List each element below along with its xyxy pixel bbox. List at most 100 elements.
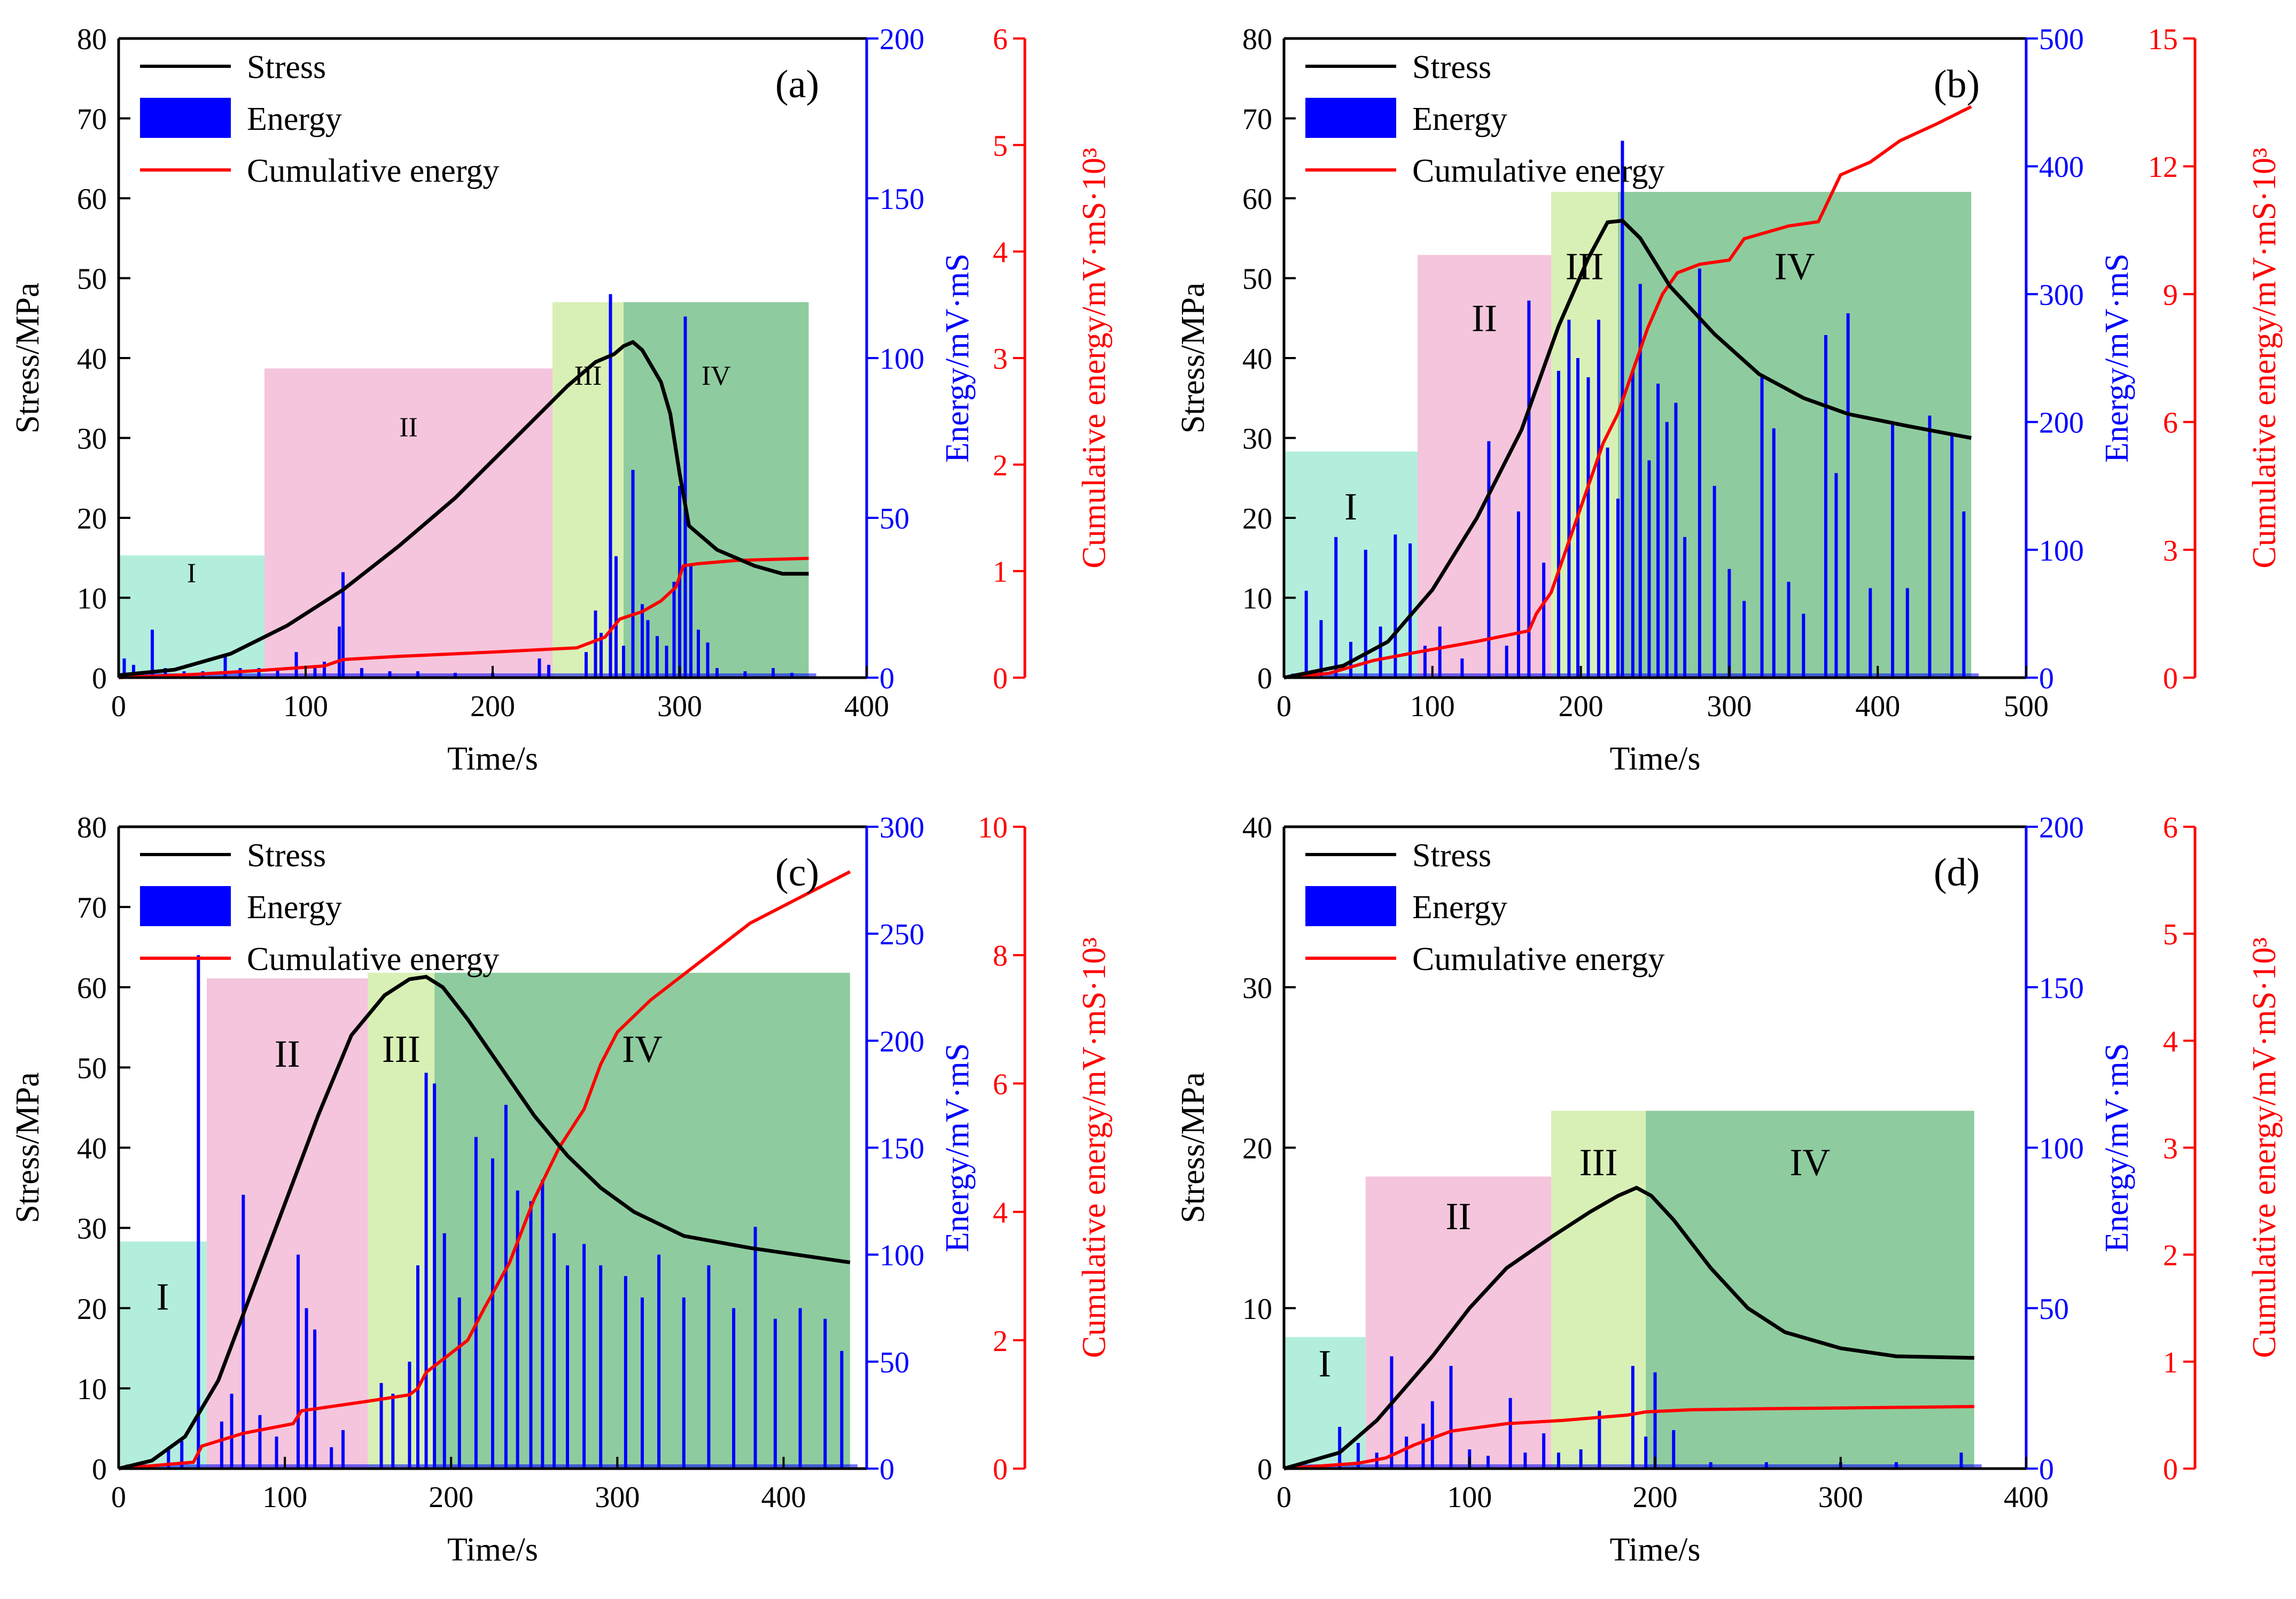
y2-tick-label: 50 — [880, 1346, 909, 1379]
y-tick-label: 40 — [1242, 343, 1272, 376]
stage-label: II — [1445, 1195, 1471, 1238]
panel-label: (b) — [1934, 63, 1980, 106]
legend-label: Stress — [1412, 49, 1491, 86]
y3-tick-label: 2 — [993, 1325, 1008, 1358]
y2-axis-label: Energy/mV·mS — [939, 1043, 976, 1253]
y2-tick-label: 100 — [2039, 1132, 2084, 1166]
y-axis-label: Stress/MPa — [1175, 283, 1211, 433]
y3-tick-label: 5 — [993, 129, 1008, 162]
y3-tick-label: 3 — [2163, 1132, 2178, 1166]
y3-tick-label: 0 — [2163, 662, 2178, 695]
stage-label: II — [1472, 297, 1497, 339]
stage-label: I — [187, 558, 196, 589]
x-tick-label: 400 — [844, 690, 889, 723]
legend-swatch-energy — [140, 886, 231, 926]
y3-tick-label: 6 — [993, 1068, 1008, 1101]
x-tick-label: 400 — [761, 1481, 806, 1514]
stage-region-IV — [624, 302, 809, 678]
y3-tick-label: 4 — [993, 236, 1008, 269]
y-axis-label: Stress/MPa — [10, 283, 46, 433]
y2-tick-label: 0 — [2039, 1453, 2054, 1486]
y2-tick-label: 400 — [2039, 151, 2084, 184]
chart-panel-3: III III IV0 100 200 300 4000102030405060708005… — [10, 811, 1112, 1568]
y3-tick-label: 0 — [993, 1453, 1008, 1486]
y-tick-label: 10 — [77, 1373, 107, 1406]
y-tick-label: 80 — [77, 23, 107, 56]
stage-label: IV — [622, 1028, 663, 1070]
energy-baseline — [1291, 1464, 1982, 1469]
y3-tick-label: 10 — [978, 811, 1008, 844]
y2-axis-label: Energy/mV·mS — [939, 253, 976, 463]
panel-label: (a) — [775, 63, 819, 106]
y3-tick-label: 6 — [2163, 407, 2178, 440]
y3-tick-label: 2 — [993, 449, 1008, 482]
y3-tick-label: 9 — [2163, 278, 2178, 312]
y2-tick-label: 100 — [880, 1239, 924, 1272]
cumulative-energy-line — [118, 556, 809, 679]
legend-label: Energy — [247, 889, 342, 926]
stage-label: I — [156, 1276, 169, 1318]
x-tick-label: 100 — [262, 1481, 307, 1514]
stage-label: IV — [702, 361, 731, 391]
y3-tick-label: 12 — [2148, 151, 2178, 184]
y3-axis-label: Cumulative energy/mV·mS·10³ — [1076, 937, 1112, 1358]
y-tick-label: 10 — [77, 583, 107, 616]
stage-label: II — [399, 413, 418, 443]
stage-label: IV — [1789, 1141, 1830, 1184]
x-tick-label: 100 — [1447, 1481, 1492, 1514]
energy-baseline — [126, 673, 816, 678]
y-tick-label: 60 — [1242, 183, 1272, 216]
stage-region-I — [119, 555, 264, 678]
energy-baseline — [126, 1464, 858, 1469]
x-tick-label: 200 — [1633, 1481, 1678, 1514]
cumulative-energy-line — [118, 870, 851, 1470]
y-tick-label: 0 — [92, 662, 107, 695]
legend-label: Cumulative energy — [1412, 153, 1664, 189]
y3-tick-label: 1 — [2163, 1346, 2178, 1379]
y-tick-label: 50 — [1242, 263, 1272, 296]
legend-swatch-energy — [1305, 886, 1396, 926]
y-tick-label: 50 — [77, 1052, 107, 1085]
x-tick-label: 100 — [283, 690, 328, 723]
stage-label: III — [1579, 1141, 1618, 1184]
y2-tick-label: 200 — [2039, 407, 2084, 440]
x-tick-label: 400 — [2004, 1481, 2049, 1514]
y2-tick-label: 150 — [2039, 972, 2084, 1005]
y2-tick-label: 100 — [880, 343, 924, 376]
panel-label: (c) — [775, 851, 819, 895]
y2-tick-label: 300 — [2039, 278, 2084, 312]
legend-label: Energy — [1412, 101, 1507, 137]
stress-line — [118, 340, 809, 677]
y-tick-label: 70 — [77, 891, 107, 925]
y3-tick-label: 3 — [2163, 534, 2178, 568]
cumulative-energy-line — [1283, 1404, 1974, 1470]
y2-tick-label: 200 — [2039, 811, 2084, 844]
legend-label: Cumulative energy — [247, 153, 499, 189]
legend-swatch-energy — [1305, 98, 1396, 138]
stage-label: I — [1318, 1342, 1331, 1385]
y2-tick-label: 500 — [2039, 23, 2084, 56]
y3-axis-label: Cumulative energy/mV·mS·10³ — [1076, 148, 1112, 568]
x-tick-label: 300 — [1707, 690, 1752, 723]
y-axis-label: Stress/MPa — [10, 1072, 46, 1223]
x-tick-label: 300 — [595, 1481, 640, 1514]
x-axis-label: Time/s — [447, 741, 538, 777]
y-tick-label: 60 — [77, 183, 107, 216]
x-tick-label: 300 — [1818, 1481, 1863, 1514]
legend-label: Stress — [247, 837, 326, 874]
panel-label: (d) — [1934, 851, 1980, 895]
y3-tick-label: 4 — [993, 1197, 1008, 1230]
y-tick-label: 0 — [1257, 662, 1272, 695]
stress-line — [1283, 1185, 1974, 1471]
legend-label: Energy — [1412, 889, 1507, 926]
legend-label: Stress — [1412, 837, 1491, 874]
y2-axis-label: Energy/mV·mS — [2099, 253, 2135, 463]
y3-tick-label: 1 — [993, 556, 1008, 589]
x-tick-label: 0 — [111, 690, 126, 723]
y2-tick-label: 100 — [2039, 534, 2084, 568]
x-tick-label: 500 — [2004, 690, 2049, 723]
y-tick-label: 30 — [77, 423, 107, 456]
